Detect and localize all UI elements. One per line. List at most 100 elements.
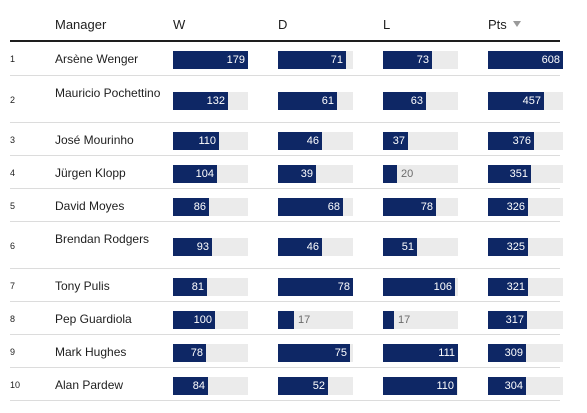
w-bar-track: 81 <box>173 277 248 296</box>
d-bar-track: 17 <box>278 310 353 329</box>
rank-number: 6 <box>10 240 16 251</box>
w-value: 132 <box>206 94 225 107</box>
pts-bar <box>488 376 526 395</box>
w-bar <box>173 237 212 256</box>
pts-bar <box>488 51 563 69</box>
table-row: 6 Brendan Rodgers 93 46 51 325 <box>10 222 563 269</box>
l-value: 17 <box>398 313 411 326</box>
w-bar-track: 179 <box>173 51 248 69</box>
l-bar-track: 17 <box>383 310 458 329</box>
l-bar <box>383 277 455 296</box>
d-value: 71 <box>330 54 343 66</box>
pts-value: 309 <box>504 346 523 359</box>
d-bar-track: 39 <box>278 164 353 183</box>
w-bar <box>173 277 207 296</box>
w-bar-track: 84 <box>173 376 248 395</box>
manager-name: Arsène Wenger <box>55 52 139 66</box>
d-value: 78 <box>337 280 350 293</box>
d-value: 68 <box>327 200 340 213</box>
l-bar <box>383 131 408 150</box>
pts-bar-track: 304 <box>488 376 563 395</box>
table-row: 2 Mauricio Pochettino 132 61 63 457 <box>10 76 563 123</box>
w-bar-track: 86 <box>173 197 248 216</box>
manager-column-header[interactable]: Manager <box>55 17 107 32</box>
table-row: 7 Tony Pulis 81 78 106 321 <box>10 269 563 302</box>
rank-number: 3 <box>10 134 16 145</box>
table-row: 1 Arsène Wenger 179 71 73 608 <box>10 42 563 76</box>
d-value: 52 <box>312 379 325 392</box>
l-bar-track: 37 <box>383 131 458 150</box>
l-bar <box>383 343 458 362</box>
w-bar-track: 100 <box>173 310 248 329</box>
pts-value: 376 <box>512 134 531 147</box>
pts-value: 325 <box>506 240 525 253</box>
manager-name: Alan Pardew <box>55 377 124 392</box>
manager-name: Brendan Rodgers <box>55 231 150 246</box>
rank-number: 10 <box>10 379 21 390</box>
w-bar <box>173 131 219 150</box>
l-bar-track: 106 <box>383 277 458 296</box>
d-bar <box>278 131 322 150</box>
d-value: 17 <box>298 313 311 326</box>
l-bar-track: 111 <box>383 343 458 362</box>
l-value: 20 <box>401 167 414 180</box>
manager-name: David Moyes <box>55 198 125 213</box>
w-bar <box>173 310 215 329</box>
pts-bar-track: 326 <box>488 197 563 216</box>
pts-bar-track: 321 <box>488 277 563 296</box>
w-bar-track: 104 <box>173 164 248 183</box>
manager-name: Pep Guardiola <box>55 311 132 326</box>
d-bar <box>278 51 346 69</box>
l-bar-track: 63 <box>383 91 458 110</box>
d-bar-track: 46 <box>278 131 353 150</box>
l-bar-track: 110 <box>383 376 458 395</box>
d-bar-track: 52 <box>278 376 353 395</box>
d-bar <box>278 376 328 395</box>
w-bar <box>173 91 228 110</box>
w-bar-track: 78 <box>173 343 248 362</box>
points-header-label: Pts <box>488 17 507 32</box>
pts-value: 321 <box>506 280 525 293</box>
draws-column-header[interactable]: D <box>278 17 288 32</box>
d-bar <box>278 277 353 296</box>
w-value: 110 <box>198 134 216 147</box>
wins-column-header[interactable]: W <box>173 17 186 32</box>
d-bar <box>278 197 343 216</box>
table-row: 3 José Mourinho 110 46 37 376 <box>10 123 563 156</box>
d-bar-track: 61 <box>278 91 353 110</box>
manager-name: Mark Hughes <box>55 344 127 359</box>
rank-number: 2 <box>10 94 16 105</box>
d-bar-track: 71 <box>278 51 353 69</box>
d-bar <box>278 91 337 110</box>
pts-bar-track: 376 <box>488 131 563 150</box>
pts-bar-track: 351 <box>488 164 563 183</box>
table-row: 10 Alan Pardew 84 52 110 304 <box>10 368 563 401</box>
losses-column-header[interactable]: L <box>383 17 391 32</box>
d-bar-track: 68 <box>278 197 353 216</box>
pts-bar-track: 457 <box>488 91 563 110</box>
w-value: 100 <box>193 313 212 326</box>
w-value: 179 <box>226 54 245 66</box>
points-column-header[interactable]: Pts <box>488 17 521 32</box>
w-bar <box>173 376 208 395</box>
w-bar <box>173 343 206 362</box>
l-value: 63 <box>410 94 423 107</box>
pts-bar-track: 325 <box>488 237 563 256</box>
pts-bar-track: 317 <box>488 310 563 329</box>
triangle-down-icon[interactable] <box>512 21 521 27</box>
l-bar <box>383 237 417 256</box>
rank-number: 8 <box>10 313 16 324</box>
pts-value: 326 <box>506 200 525 213</box>
pts-bar <box>488 277 528 296</box>
l-value: 51 <box>401 240 414 253</box>
table-row: 9 Mark Hughes 78 75 111 309 <box>10 335 563 368</box>
pts-bar-track: 608 <box>488 51 563 69</box>
pts-bar <box>488 237 528 256</box>
l-value: 73 <box>416 54 429 66</box>
pts-bar <box>488 131 534 150</box>
d-bar-track: 78 <box>278 277 353 296</box>
d-bar <box>278 343 350 362</box>
l-bar <box>383 376 457 395</box>
pts-value: 317 <box>505 313 524 326</box>
manager-name: José Mourinho <box>55 132 134 147</box>
